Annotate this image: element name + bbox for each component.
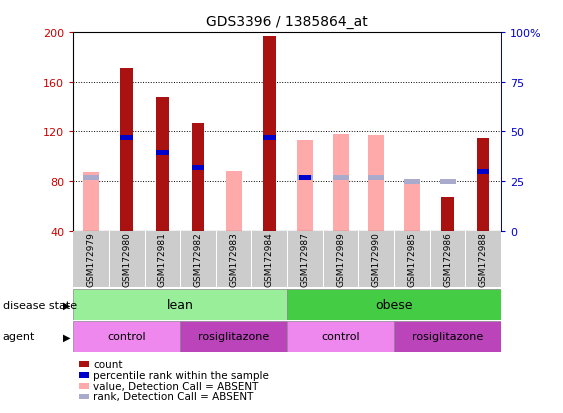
Text: GSM172979: GSM172979 xyxy=(87,232,96,287)
Text: rank, Detection Call = ABSENT: rank, Detection Call = ABSENT xyxy=(93,392,254,401)
Text: lean: lean xyxy=(167,298,194,311)
Bar xyxy=(333,135,348,231)
Text: GSM172982: GSM172982 xyxy=(194,232,203,287)
Bar xyxy=(287,321,394,352)
Bar xyxy=(83,173,99,231)
Text: count: count xyxy=(93,359,123,369)
Bar xyxy=(477,138,489,231)
Bar xyxy=(394,321,501,352)
Bar xyxy=(368,136,385,231)
Text: rosiglitazone: rosiglitazone xyxy=(412,331,483,342)
Bar xyxy=(180,321,287,352)
Text: GSM172981: GSM172981 xyxy=(158,232,167,287)
Bar xyxy=(404,179,420,184)
Text: GSM172988: GSM172988 xyxy=(479,232,488,287)
Bar xyxy=(477,169,489,174)
Bar xyxy=(368,176,385,180)
Bar xyxy=(299,176,311,180)
Text: GSM172984: GSM172984 xyxy=(265,232,274,287)
Text: value, Detection Call = ABSENT: value, Detection Call = ABSENT xyxy=(93,381,259,391)
Text: GSM172983: GSM172983 xyxy=(229,232,238,287)
Bar xyxy=(263,37,275,231)
Bar xyxy=(73,289,287,320)
Bar xyxy=(333,176,348,180)
Text: GSM172985: GSM172985 xyxy=(408,232,417,287)
Text: GSM172987: GSM172987 xyxy=(301,232,310,287)
Bar xyxy=(441,198,454,231)
Text: agent: agent xyxy=(3,332,35,342)
Text: ▶: ▶ xyxy=(63,332,70,342)
Text: GSM172986: GSM172986 xyxy=(443,232,452,287)
Bar xyxy=(156,151,168,156)
Bar xyxy=(287,289,501,320)
Text: disease state: disease state xyxy=(3,300,77,310)
Bar xyxy=(120,136,133,141)
Bar xyxy=(83,176,99,180)
Bar xyxy=(440,179,455,184)
Text: control: control xyxy=(108,331,146,342)
Bar xyxy=(120,69,133,231)
Text: percentile rank within the sample: percentile rank within the sample xyxy=(93,370,269,380)
Text: obese: obese xyxy=(376,298,413,311)
Text: rosiglitazone: rosiglitazone xyxy=(198,331,269,342)
Title: GDS3396 / 1385864_at: GDS3396 / 1385864_at xyxy=(206,15,368,29)
Bar xyxy=(297,141,313,231)
Bar xyxy=(73,321,180,352)
Text: GSM172989: GSM172989 xyxy=(336,232,345,287)
Bar xyxy=(192,123,204,231)
Bar xyxy=(404,182,420,231)
Bar xyxy=(226,172,242,231)
Bar xyxy=(297,176,313,180)
Text: GSM172990: GSM172990 xyxy=(372,232,381,287)
Bar xyxy=(156,97,168,231)
Text: control: control xyxy=(321,331,360,342)
Bar xyxy=(192,166,204,171)
Text: GSM172980: GSM172980 xyxy=(122,232,131,287)
Bar xyxy=(263,136,275,141)
Text: ▶: ▶ xyxy=(63,300,70,310)
